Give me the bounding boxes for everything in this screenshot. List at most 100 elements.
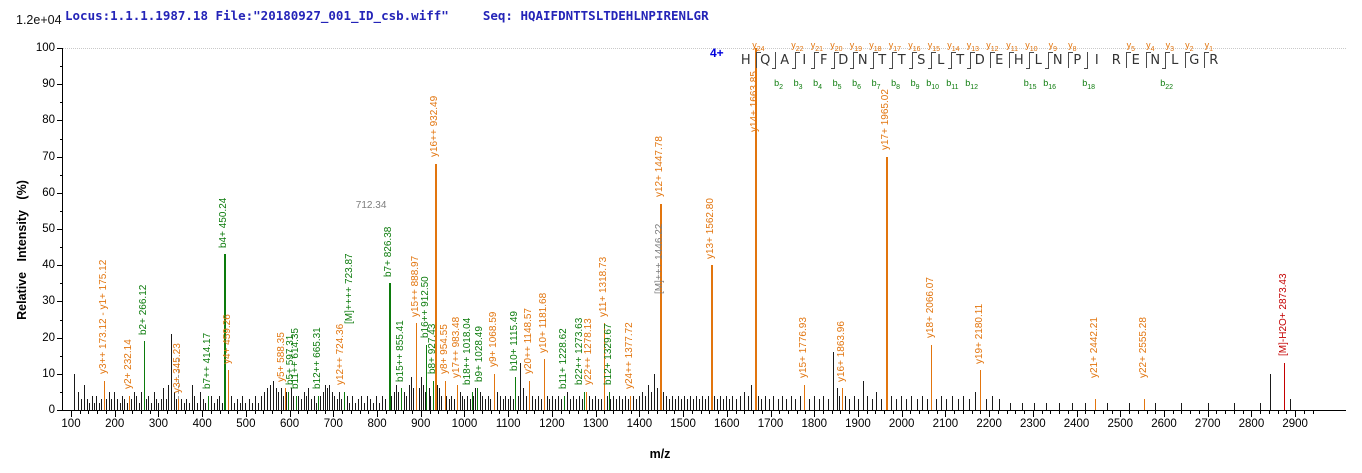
x-axis-tick [1312,410,1314,414]
spectrum-peak [94,402,96,410]
x-axis-tick [315,410,317,414]
x-axis-tick [1251,410,1253,417]
spectrum-peak [77,391,79,410]
annotated-peak [143,341,145,410]
x-axis-tick [1076,410,1078,417]
spectrum-peak [459,391,461,410]
x-axis-tick [945,410,947,417]
peak-label: b7+ 826.38 [382,226,394,277]
y-axis-tick [60,247,63,249]
y-axis-tick [57,410,63,411]
peak-label: y17++ 983.48 [451,316,463,379]
annotated-peak [103,381,105,410]
fragment-cut-mark [911,52,913,68]
spectrum-peak [213,402,215,410]
spectrum-peak [316,402,318,410]
spectrum-peak [448,399,450,410]
spectrum-peak [795,399,797,410]
spectrum-peak [267,388,269,410]
b-cut-foot [928,68,932,69]
x-axis-tick [219,410,221,414]
spectrum-peak [579,395,581,410]
spectrum-peak [751,384,753,410]
annotated-peak [128,395,130,410]
spectrum-peak [558,395,560,410]
spectrum-peak [575,399,577,410]
annotated-peak [426,344,428,410]
x-axis-tick [368,410,370,414]
spectrum-peak [761,399,763,410]
spectrum-peak [921,395,923,410]
y-tick-label: 10 [42,367,55,380]
annotated-peak [514,377,516,410]
peak-label: y16++ 932.49 [428,96,440,158]
fragment-cut-mark [1048,52,1049,68]
peak-label: y9+ 1068.59 [488,311,500,368]
x-axis-tick [1085,410,1087,414]
x-axis-tick [1111,410,1113,414]
annotated-peak [318,395,320,410]
x-axis-tick [184,410,186,414]
y-cut-foot [912,52,917,53]
y-axis-tick [57,48,63,49]
peak-label: y21+ 2442.21 [1089,317,1100,379]
b-ion-label: b8 [891,78,900,91]
x-axis-tick [298,410,300,414]
spectrum-peak [651,391,653,410]
annotated-peak [284,388,286,410]
x-tick-label: 1100 [495,418,521,430]
spectrum-peak [96,395,98,410]
fragment-cut-mark [931,52,932,68]
locus-file-text: Locus:1.1.1.1987.18 File:"20180927_001_I… [65,8,449,23]
x-tick-label: 1800 [801,418,828,430]
spectrum-peak [334,395,336,410]
x-tick-label: 2900 [1282,418,1308,430]
spectrum-peak [645,395,647,410]
y-axis-tick [57,192,63,194]
floating-label: [M]+++ 1446.22 [653,223,665,295]
spectrum-peak [569,399,571,410]
spectrum-peak [373,402,375,410]
x-axis-tick [105,410,107,414]
spectrum-peak [239,402,241,410]
x-axis-tick [420,410,422,417]
spectrum-peak [425,391,427,410]
x-axis-tick [857,410,859,417]
spectrum-peak [384,399,386,410]
annotated-peak [343,391,345,410]
spectrum-peak [549,399,551,410]
spectrum-peak [656,388,658,410]
residue-letter: P [1073,53,1082,68]
y-cut-foot [971,52,975,53]
spectrum-peak [606,395,608,410]
x-tick-label: 2400 [1063,418,1090,430]
y-ion-label: y16 [908,40,921,53]
annotated-peak [415,323,417,410]
spectrum-peak [98,402,100,410]
x-tick-label: 1200 [539,418,565,430]
spectrum-peak [790,395,792,410]
fragment-cut-mark [1087,52,1088,68]
b-cut-foot [1162,68,1166,69]
spectrum-peak [773,395,775,410]
y-ion-label: y22 [791,40,804,53]
x-tick-label: 1900 [845,418,871,430]
peak-label: y24++ 1377.72 [623,322,635,389]
spectrum-peak [818,399,820,410]
annotated-peak [629,395,631,410]
x-axis-tick [455,410,457,414]
x-axis-tick [342,410,344,414]
spectrum-peak [719,395,721,410]
spectrum-peak [853,395,855,410]
spectrum-peak [283,395,285,410]
residue-letter: N [857,53,868,68]
peak-label: y12+ 1447.78 [654,136,666,198]
x-axis-tick [473,410,475,414]
y-cut-foot [1185,52,1190,53]
fragment-cut-mark [1145,52,1147,68]
x-tick-label: 2300 [1020,418,1046,430]
spectrum-peak [126,402,128,410]
x-axis-tick [604,410,606,414]
